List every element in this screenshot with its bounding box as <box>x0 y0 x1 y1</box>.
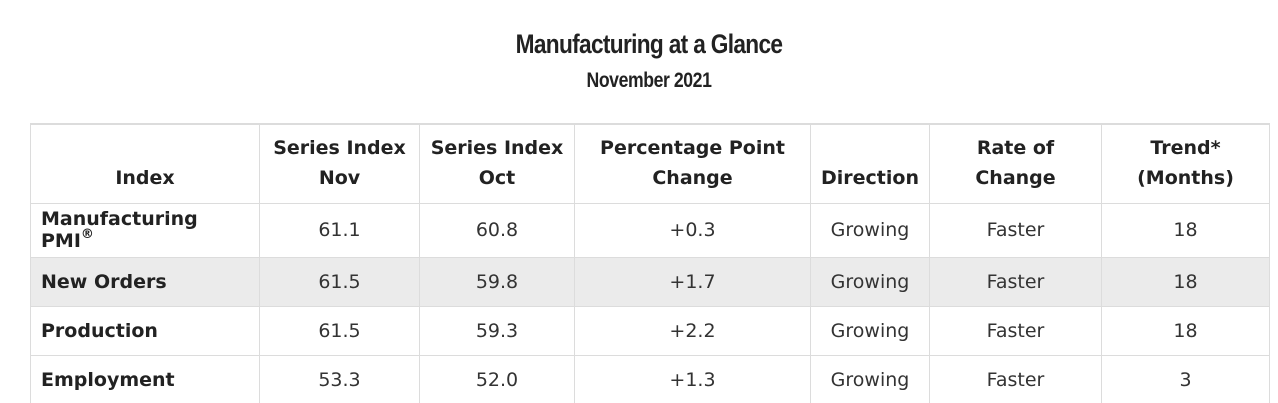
cell-change: +1.7 <box>574 256 811 307</box>
cell-rate: Faster <box>929 256 1102 307</box>
header-rate: Rate of Change <box>929 123 1102 204</box>
header-series-oct-line2: Oct <box>478 166 516 189</box>
row-name: Production <box>30 305 260 356</box>
table-row: Employment 53.3 52.0 +1.3 Growing Faster… <box>30 354 1270 403</box>
cell-series-nov: 61.1 <box>259 202 420 258</box>
cell-series-oct: 59.3 <box>419 305 575 356</box>
cell-series-oct: 52.0 <box>419 354 575 403</box>
header-series-nov-line2: Nov <box>318 166 361 189</box>
table-header-row: Index Series Index Nov Series Index Oct … <box>30 123 1270 204</box>
page-title: Manufacturing at a Glance <box>515 29 783 59</box>
table-row: Production 61.5 59.3 +2.2 Growing Faster… <box>30 305 1270 356</box>
header-series-nov: Series Index Nov <box>259 123 420 204</box>
cell-trend: 3 <box>1101 354 1270 403</box>
header-trend-line2: (Months) <box>1137 166 1234 189</box>
cell-series-nov: 61.5 <box>259 305 420 356</box>
page-subtitle: November 2021 <box>586 69 712 92</box>
header-index-label: Index <box>115 166 175 189</box>
header-series-nov-line1: Series Index <box>273 136 406 159</box>
header-change-line2: Change <box>652 166 733 189</box>
header-series-oct: Series Index Oct <box>419 123 575 204</box>
header-rate-label: Rate of Change <box>975 136 1056 189</box>
cell-direction: Growing <box>810 202 930 258</box>
cell-rate: Faster <box>929 305 1102 356</box>
manufacturing-table: Index Series Index Nov Series Index Oct … <box>30 123 1270 403</box>
cell-change: +0.3 <box>574 202 811 258</box>
header-direction: Direction <box>810 123 930 204</box>
cell-trend: 18 <box>1101 202 1270 258</box>
header-change-line1: Percentage Point <box>600 136 785 159</box>
cell-change: +2.2 <box>574 305 811 356</box>
cell-series-oct: 59.8 <box>419 256 575 307</box>
header-change: Percentage Point Change <box>574 123 811 204</box>
cell-series-nov: 53.3 <box>259 354 420 403</box>
row-name: Employment <box>30 354 260 403</box>
cell-trend: 18 <box>1101 256 1270 307</box>
header-trend: Trend* (Months) <box>1101 123 1270 204</box>
cell-rate: Faster <box>929 354 1102 403</box>
header-direction-label: Direction <box>821 166 919 189</box>
table-row: Manufacturing PMI® 61.1 60.8 +0.3 Growin… <box>30 202 1270 258</box>
table-row: New Orders 61.5 59.8 +1.7 Growing Faster… <box>30 256 1270 307</box>
row-name: Manufacturing PMI <box>41 208 198 252</box>
row-name-cell: Manufacturing PMI® <box>30 202 260 258</box>
cell-direction: Growing <box>810 354 930 403</box>
cell-series-nov: 61.5 <box>259 256 420 307</box>
header-trend-line1: Trend* <box>1150 136 1221 159</box>
registered-mark: ® <box>80 227 94 242</box>
header-series-oct-line1: Series Index <box>430 136 564 159</box>
cell-change: +1.3 <box>574 354 811 403</box>
cell-rate: Faster <box>929 202 1102 258</box>
row-name: New Orders <box>30 256 260 307</box>
cell-series-oct: 60.8 <box>419 202 575 258</box>
cell-direction: Growing <box>810 305 930 356</box>
cell-direction: Growing <box>810 256 930 307</box>
header-index: Index <box>30 123 260 204</box>
cell-trend: 18 <box>1101 305 1270 356</box>
